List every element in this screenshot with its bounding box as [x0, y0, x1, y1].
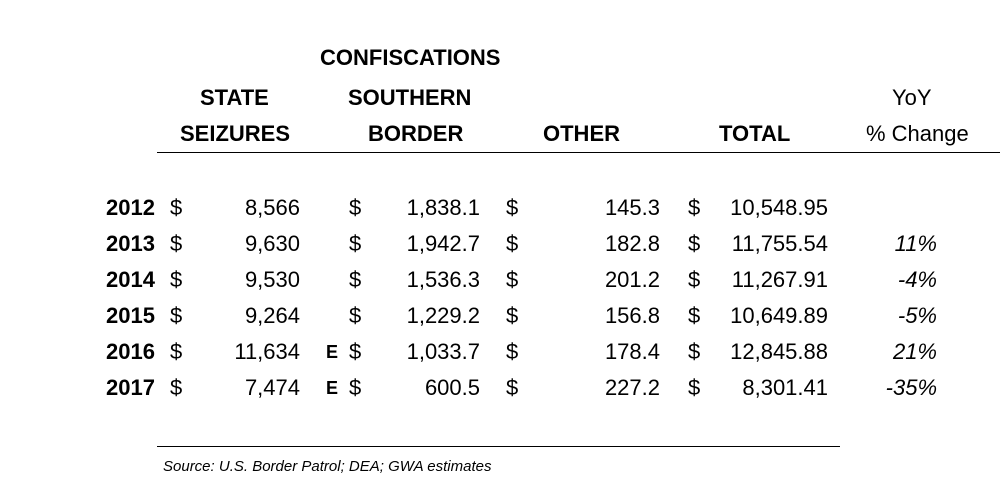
other-value: 145.3: [604, 195, 660, 220]
currency-symbol: $: [170, 267, 183, 292]
southern-border-value: 1,536.3: [406, 267, 480, 292]
yoy-change-value: -4%: [897, 267, 937, 292]
footer-rule: [157, 446, 840, 447]
header-pct-change: % Change: [866, 121, 969, 146]
row-year: 2015: [106, 303, 155, 328]
state-seizures-value: 7,474: [244, 375, 300, 400]
header-other: OTHER: [543, 121, 620, 146]
header-seizures: SEIZURES: [180, 121, 291, 146]
currency-symbol: $: [506, 303, 519, 328]
header-confiscations: CONFISCATIONS: [320, 45, 501, 70]
header-state: STATE: [200, 85, 269, 110]
state-seizures-value: 8,566: [244, 195, 300, 220]
total-value: 10,548.95: [730, 195, 828, 220]
total-value: 12,845.88: [730, 339, 828, 364]
total-value: 8,301.41: [742, 375, 828, 400]
currency-symbol: $: [349, 303, 362, 328]
currency-symbol: $: [506, 375, 519, 400]
currency-symbol: $: [506, 195, 519, 220]
yoy-change-value: -35%: [885, 375, 937, 400]
state-seizures-value: 9,530: [244, 267, 300, 292]
other-value: 156.8: [604, 303, 660, 328]
row-year: 2016: [106, 339, 155, 364]
row-year: 2017: [106, 375, 155, 400]
currency-symbol: $: [688, 195, 701, 220]
total-value: 11,267.91: [731, 267, 828, 292]
header-total: TOTAL: [719, 121, 791, 146]
header-southern: SOUTHERN: [348, 85, 472, 110]
southern-border-value: 1,942.7: [406, 231, 480, 256]
total-value: 10,649.89: [730, 303, 828, 328]
other-value: 201.2: [604, 267, 660, 292]
currency-symbol: $: [170, 375, 183, 400]
southern-border-value: 1,033.7: [406, 339, 480, 364]
total-value: 11,755.54: [731, 231, 828, 256]
state-seizures-value: 9,264: [244, 303, 300, 328]
row-year: 2014: [106, 267, 155, 292]
currency-symbol: $: [506, 231, 519, 256]
row-year: 2012: [106, 195, 155, 220]
currency-symbol: $: [170, 195, 183, 220]
currency-symbol: $: [349, 231, 362, 256]
state-seizures-value: 9,630: [244, 231, 300, 256]
yoy-change-value: -5%: [897, 303, 937, 328]
currency-symbol: $: [506, 339, 519, 364]
state-seizures-value: 11,634: [234, 339, 300, 364]
currency-symbol: $: [349, 267, 362, 292]
other-value: 227.2: [604, 375, 660, 400]
currency-symbol: $: [688, 231, 701, 256]
currency-symbol: $: [170, 339, 183, 364]
header-border: BORDER: [368, 121, 464, 146]
southern-border-value: 1,838.1: [406, 195, 480, 220]
currency-symbol: $: [506, 267, 519, 292]
other-value: 182.8: [604, 231, 660, 256]
header-rule: [157, 152, 1000, 153]
header-yoy: YoY: [892, 85, 932, 110]
estimate-flag: E: [326, 342, 339, 362]
currency-symbol: $: [170, 303, 183, 328]
southern-border-value: 600.5: [424, 375, 480, 400]
yoy-change-value: 21%: [892, 339, 937, 364]
currency-symbol: $: [688, 339, 701, 364]
currency-symbol: $: [688, 375, 701, 400]
currency-symbol: $: [688, 303, 701, 328]
source-note: Source: U.S. Border Patrol; DEA; GWA est…: [163, 458, 492, 475]
currency-symbol: $: [688, 267, 701, 292]
yoy-change-value: 11%: [894, 231, 937, 256]
southern-border-value: 1,229.2: [406, 303, 480, 328]
currency-symbol: $: [170, 231, 183, 256]
currency-symbol: $: [349, 375, 362, 400]
row-year: 2013: [106, 231, 155, 256]
currency-symbol: $: [349, 339, 362, 364]
currency-symbol: $: [349, 195, 362, 220]
estimate-flag: E: [326, 378, 339, 398]
other-value: 178.4: [604, 339, 660, 364]
